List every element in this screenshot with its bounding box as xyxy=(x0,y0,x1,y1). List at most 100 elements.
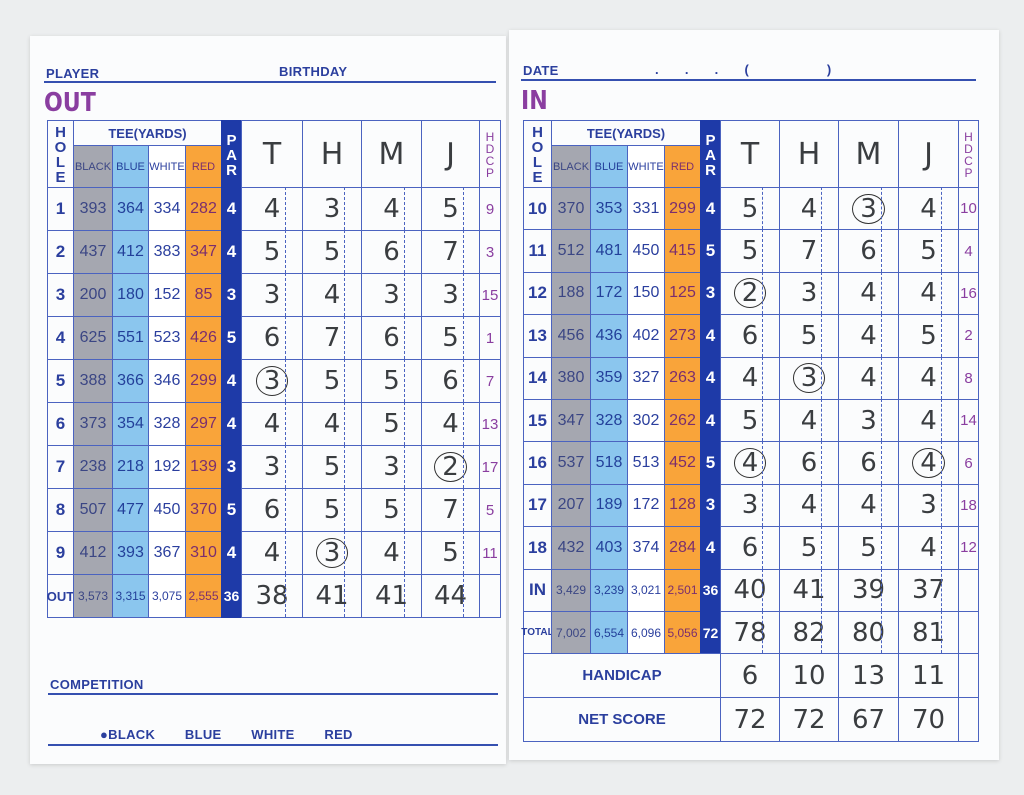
score-cell[interactable]: 3 xyxy=(720,483,780,528)
score-cell[interactable]: 82 xyxy=(779,611,839,655)
score-cell[interactable]: 6 xyxy=(241,488,303,532)
score-cell[interactable]: 3 xyxy=(779,271,839,316)
score-cell[interactable]: 4 xyxy=(898,356,959,400)
score-cell[interactable]: 5 xyxy=(720,187,780,231)
score-cell[interactable]: 6 xyxy=(720,314,780,358)
score-cell[interactable]: 3 xyxy=(779,356,839,400)
score-cell[interactable]: 6 xyxy=(361,230,422,274)
net-score-value[interactable]: 72 xyxy=(720,697,780,743)
score-cell[interactable]: 6 xyxy=(421,359,480,403)
score-cell[interactable]: 3 xyxy=(241,273,303,317)
score-cell[interactable]: 4 xyxy=(421,402,480,446)
score-cell[interactable]: 38 xyxy=(241,574,303,618)
yardage-white: 6,096 xyxy=(627,611,665,655)
score-cell[interactable]: 3 xyxy=(302,187,362,231)
score-cell[interactable]: 4 xyxy=(838,356,899,400)
score-cell[interactable]: 6 xyxy=(779,441,839,485)
net-score-value[interactable]: 67 xyxy=(838,697,899,743)
score-cell[interactable]: 4 xyxy=(302,402,362,446)
score-cell[interactable]: 44 xyxy=(421,574,480,618)
score-cell[interactable]: 5 xyxy=(302,445,362,489)
score-cell[interactable]: 4 xyxy=(302,273,362,317)
score-cell[interactable]: 5 xyxy=(421,316,480,360)
score-cell[interactable]: 2 xyxy=(720,271,780,316)
score-cell[interactable]: 5 xyxy=(720,399,780,443)
handicap-value[interactable]: 6 xyxy=(720,653,780,699)
score-cell[interactable]: 5 xyxy=(361,488,422,532)
score-cell[interactable]: 3 xyxy=(302,531,362,575)
score-cell[interactable]: 3 xyxy=(241,445,303,489)
score-cell[interactable]: 3 xyxy=(361,445,422,489)
score-cell[interactable]: 4 xyxy=(779,187,839,231)
score-cell[interactable]: 81 xyxy=(898,611,959,655)
score-cell[interactable]: 37 xyxy=(898,568,959,612)
score-cell[interactable]: 4 xyxy=(361,187,422,231)
handicap-value[interactable]: 10 xyxy=(779,653,839,699)
score-cell[interactable]: 4 xyxy=(838,314,899,358)
score-cell[interactable]: 5 xyxy=(421,531,480,575)
score-cell[interactable]: 4 xyxy=(838,271,899,316)
net-score-value[interactable]: 70 xyxy=(898,697,959,743)
score-cell[interactable]: 6 xyxy=(241,316,303,360)
handicap-value[interactable]: 11 xyxy=(898,653,959,699)
score-cell[interactable]: 4 xyxy=(241,402,303,446)
score-cell[interactable]: 3 xyxy=(241,359,303,403)
score-cell[interactable]: 5 xyxy=(302,230,362,274)
net-score-value[interactable]: 72 xyxy=(779,697,839,743)
score-cell[interactable]: 4 xyxy=(779,399,839,443)
score-cell[interactable]: 3 xyxy=(361,273,422,317)
score-cell[interactable]: 7 xyxy=(779,229,839,273)
score-cell[interactable]: 4 xyxy=(838,483,899,528)
score-cell[interactable]: 5 xyxy=(720,229,780,273)
score-cell[interactable]: 41 xyxy=(302,574,362,618)
score-cell[interactable]: 4 xyxy=(898,187,959,231)
score-cell[interactable]: 5 xyxy=(838,526,899,570)
score-cell[interactable]: 5 xyxy=(361,402,422,446)
score-cell[interactable]: 3 xyxy=(838,399,899,443)
score-cell[interactable]: 6 xyxy=(838,229,899,273)
score-cell[interactable]: 4 xyxy=(779,483,839,528)
score-cell[interactable]: 6 xyxy=(838,441,899,485)
score-cell[interactable]: 5 xyxy=(898,229,959,273)
score-cell[interactable]: 4 xyxy=(898,441,959,485)
score-cell[interactable]: 4 xyxy=(898,271,959,316)
score-cell[interactable]: 7 xyxy=(302,316,362,360)
score-cell[interactable]: 5 xyxy=(302,359,362,403)
score-cell[interactable]: 80 xyxy=(838,611,899,655)
score-cell[interactable]: 3 xyxy=(421,273,480,317)
yardage-black: 373 xyxy=(73,402,113,446)
score-cell[interactable]: 5 xyxy=(361,359,422,403)
score-cell[interactable]: 3 xyxy=(838,187,899,231)
hole-handicap: 6 xyxy=(958,441,979,485)
score-cell[interactable]: 41 xyxy=(779,568,839,612)
score-cell[interactable]: 3 xyxy=(898,483,959,528)
score-cell[interactable]: 7 xyxy=(421,488,480,532)
score-cell[interactable]: 6 xyxy=(720,526,780,570)
hole-handicap xyxy=(958,568,979,612)
handicap-value[interactable]: 13 xyxy=(838,653,899,699)
score-cell[interactable]: 4 xyxy=(898,399,959,443)
yardage-red: 2,501 xyxy=(664,568,701,612)
score-cell[interactable]: 4 xyxy=(720,356,780,400)
score-cell[interactable]: 2 xyxy=(421,445,480,489)
score-cell[interactable]: 4 xyxy=(720,441,780,485)
hole-number: 3 xyxy=(47,273,74,317)
score-cell[interactable]: 78 xyxy=(720,611,780,655)
score-cell[interactable]: 5 xyxy=(898,314,959,358)
score-cell[interactable]: 5 xyxy=(421,187,480,231)
yardage-white: 328 xyxy=(148,402,186,446)
score-cell[interactable]: 5 xyxy=(779,526,839,570)
score-cell[interactable]: 5 xyxy=(241,230,303,274)
score-cell[interactable]: 4 xyxy=(241,531,303,575)
score: 4 xyxy=(442,409,459,439)
score-cell[interactable]: 6 xyxy=(361,316,422,360)
score-cell[interactable]: 41 xyxy=(361,574,422,618)
score-cell[interactable]: 4 xyxy=(361,531,422,575)
score-cell[interactable]: 39 xyxy=(838,568,899,612)
score-cell[interactable]: 4 xyxy=(241,187,303,231)
score-cell[interactable]: 4 xyxy=(898,526,959,570)
score-cell[interactable]: 7 xyxy=(421,230,480,274)
score-cell[interactable]: 40 xyxy=(720,568,780,612)
score-cell[interactable]: 5 xyxy=(779,314,839,358)
score-cell[interactable]: 5 xyxy=(302,488,362,532)
